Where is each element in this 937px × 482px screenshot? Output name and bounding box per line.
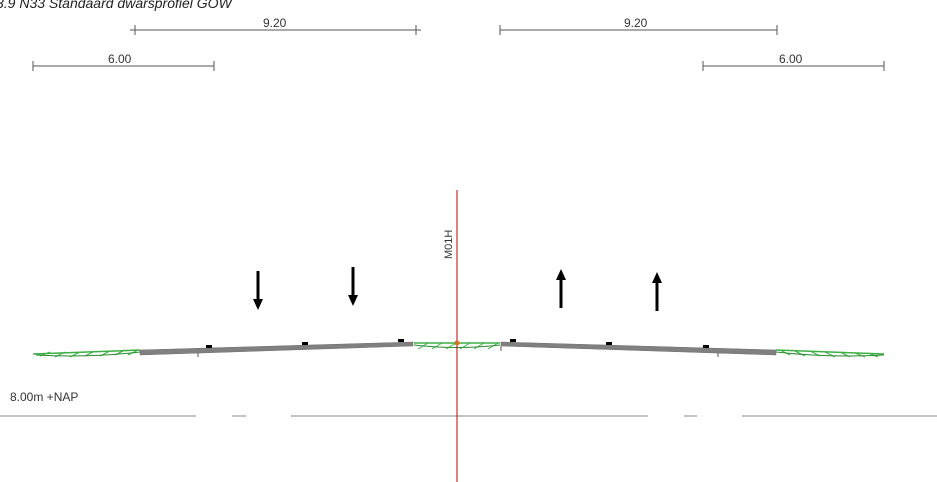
left-carriageway [139, 341, 414, 356]
arrow-down-icon [253, 271, 263, 310]
dimension-lower-left [32, 61, 215, 71]
dimension-lower-right [702, 61, 885, 71]
direction-arrows [253, 267, 662, 311]
axis-label: M01H [443, 230, 455, 259]
road-surfaces [139, 341, 777, 356]
dimension-top-left [130, 25, 421, 35]
level-label: 8.00m +NAP [10, 390, 78, 404]
drawing-caption: 3.9 N33 Standaard dwarsprofiel GOW [0, 0, 234, 11]
dimension-lower-right-label: 6.00 [779, 52, 803, 66]
arrow-up-icon [652, 272, 662, 311]
dimension-top-left-label: 9.20 [263, 16, 287, 30]
arrow-down-icon [348, 267, 358, 306]
grass-verges [32, 342, 885, 358]
arrow-up-icon [556, 269, 566, 308]
lane-markings [206, 339, 709, 348]
dimension-lower-left-label: 6.00 [108, 52, 132, 66]
axis-point [454, 340, 460, 346]
edge-ticks [197, 346, 719, 357]
dimension-top-right [499, 25, 778, 35]
dimension-top-right-label: 9.20 [624, 16, 648, 30]
right-carriageway [500, 341, 777, 356]
